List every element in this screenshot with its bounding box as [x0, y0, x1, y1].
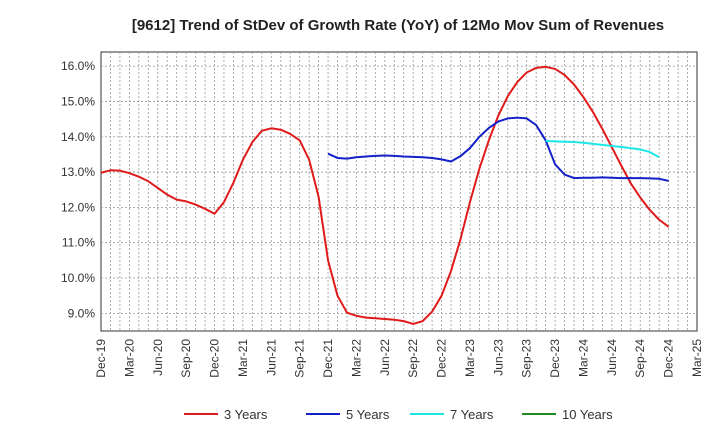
x-axis-ticks: Dec-19 Mar-20 Jun-20 Sep-20 Dec-20 Mar-21 Jun-…: [94, 339, 704, 378]
grid-lines: [101, 52, 697, 331]
x-tick-label: Mar-25: [690, 339, 704, 377]
x-tick-label: Dec-21: [321, 339, 335, 378]
series-line-7-years: [545, 140, 660, 159]
x-tick-label: Dec-24: [662, 339, 676, 378]
x-tick-label: Mar-20: [122, 339, 136, 377]
y-tick-label: 10.0%: [61, 271, 95, 285]
plot-area: [100, 51, 698, 332]
x-tick-label: Jun-23: [491, 339, 505, 376]
legend-label: 3 Years: [224, 407, 268, 422]
x-tick-label: Sep-23: [520, 339, 534, 378]
series-line-5-years: [327, 116, 669, 182]
x-tick-label: Dec-22: [435, 339, 449, 378]
legend-label: 5 Years: [346, 407, 390, 422]
x-tick-label: Jun-21: [264, 339, 278, 376]
y-tick-label: 11.0%: [62, 236, 95, 250]
x-tick-label: Dec-19: [94, 339, 108, 378]
x-tick-label: Jun-20: [151, 339, 165, 376]
x-tick-label: Sep-24: [633, 339, 647, 378]
y-axis-ticks: 9.0% 10.0% 11.0% 12.0% 13.0% 14.0% 15.0% 16.0%: [61, 59, 95, 320]
x-tick-label: Sep-20: [179, 339, 193, 378]
x-tick-label: Dec-23: [548, 339, 562, 378]
x-tick-label: Sep-21: [293, 339, 307, 378]
legend-label: 7 Years: [450, 407, 494, 422]
y-tick-label: 9.0%: [68, 306, 96, 320]
x-tick-label: Mar-22: [349, 339, 363, 377]
x-tick-label: Sep-22: [406, 339, 420, 378]
x-tick-label: Mar-24: [576, 339, 590, 377]
y-tick-label: 14.0%: [61, 130, 95, 144]
x-tick-label: Mar-23: [463, 339, 477, 377]
x-tick-label: Dec-20: [208, 339, 222, 378]
series-line-3-years: [100, 65, 670, 325]
y-tick-label: 15.0%: [61, 94, 95, 108]
series-lines: [100, 65, 670, 325]
y-tick-label: 16.0%: [61, 59, 95, 73]
x-tick-label: Jun-24: [605, 339, 619, 376]
legend-label: 10 Years: [562, 407, 613, 422]
x-tick-label: Jun-22: [378, 339, 392, 376]
legend: 3 Years 5 Years 7 Years 10 Years: [184, 407, 613, 422]
y-tick-label: 13.0%: [61, 165, 95, 179]
chart-title: [9612] Trend of StDev of Growth Rate (Yo…: [132, 17, 664, 34]
y-tick-label: 12.0%: [61, 200, 95, 214]
x-tick-label: Mar-21: [236, 339, 250, 377]
